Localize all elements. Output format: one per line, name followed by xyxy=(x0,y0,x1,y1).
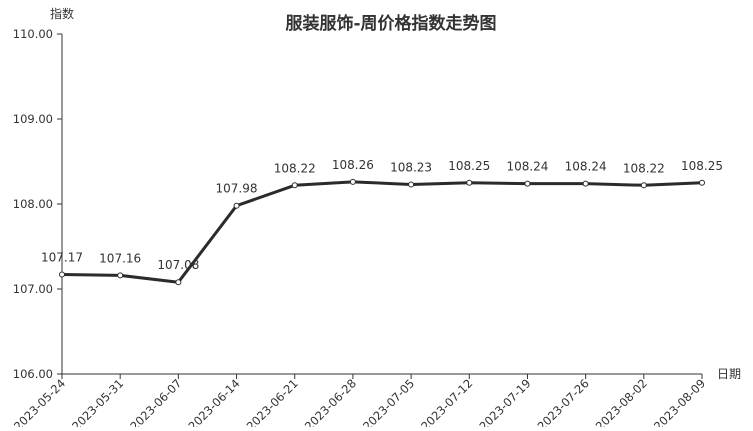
data-point xyxy=(59,271,65,278)
data-point xyxy=(699,179,705,186)
data-point xyxy=(291,182,298,189)
x-tick-label: 2023-06-21 xyxy=(244,376,301,427)
data-point xyxy=(233,202,240,209)
x-tick-label: 2023-06-14 xyxy=(186,376,243,427)
x-tick-label: 2023-07-12 xyxy=(418,376,475,427)
data-label: 108.22 xyxy=(623,161,665,175)
data-label: 107.17 xyxy=(41,251,83,265)
data-label: 108.24 xyxy=(506,160,548,174)
data-point xyxy=(175,279,182,286)
data-point xyxy=(466,179,473,186)
x-tick-label: 2023-07-05 xyxy=(360,376,417,427)
series-line xyxy=(61,180,703,284)
chart-title: 服装服饰-周价格指数走势图 xyxy=(285,13,496,34)
data-label: 107.16 xyxy=(99,251,141,265)
data-label: 107.98 xyxy=(216,182,258,196)
data-point xyxy=(524,180,531,187)
data-point xyxy=(408,181,415,188)
data-label: 108.22 xyxy=(274,161,316,175)
data-point xyxy=(582,180,589,187)
data-point xyxy=(117,272,124,279)
data-point xyxy=(349,178,356,185)
data-label: 108.26 xyxy=(332,158,374,172)
data-label: 107.08 xyxy=(157,258,199,272)
data-label: 108.25 xyxy=(681,159,723,173)
x-tick-label: 2023-08-02 xyxy=(593,376,650,427)
x-tick-label: 2023-07-26 xyxy=(535,376,592,427)
data-label: 108.23 xyxy=(390,160,432,174)
x-axis-label: 日期 xyxy=(717,367,741,381)
y-tick-label: 109.00 xyxy=(13,112,53,126)
data-label: 108.24 xyxy=(565,160,607,174)
y-tick-label: 107.00 xyxy=(13,282,53,296)
x-tick-label: 2023-08-09 xyxy=(651,376,708,427)
y-tick-label: 108.00 xyxy=(13,197,53,211)
y-axis-label: 指数 xyxy=(50,6,74,21)
data-point xyxy=(640,182,647,189)
y-tick-label: 106.00 xyxy=(13,367,53,381)
x-tick-label: 2023-06-07 xyxy=(127,376,184,427)
y-tick-label: 110.00 xyxy=(13,27,53,41)
x-tick-label: 2023-05-31 xyxy=(69,376,126,427)
x-tick-label: 2023-06-28 xyxy=(302,376,359,427)
data-label: 108.25 xyxy=(448,159,490,173)
x-tick-label: 2023-07-19 xyxy=(476,376,533,427)
x-tick-label: 2023-05-24 xyxy=(11,376,68,427)
